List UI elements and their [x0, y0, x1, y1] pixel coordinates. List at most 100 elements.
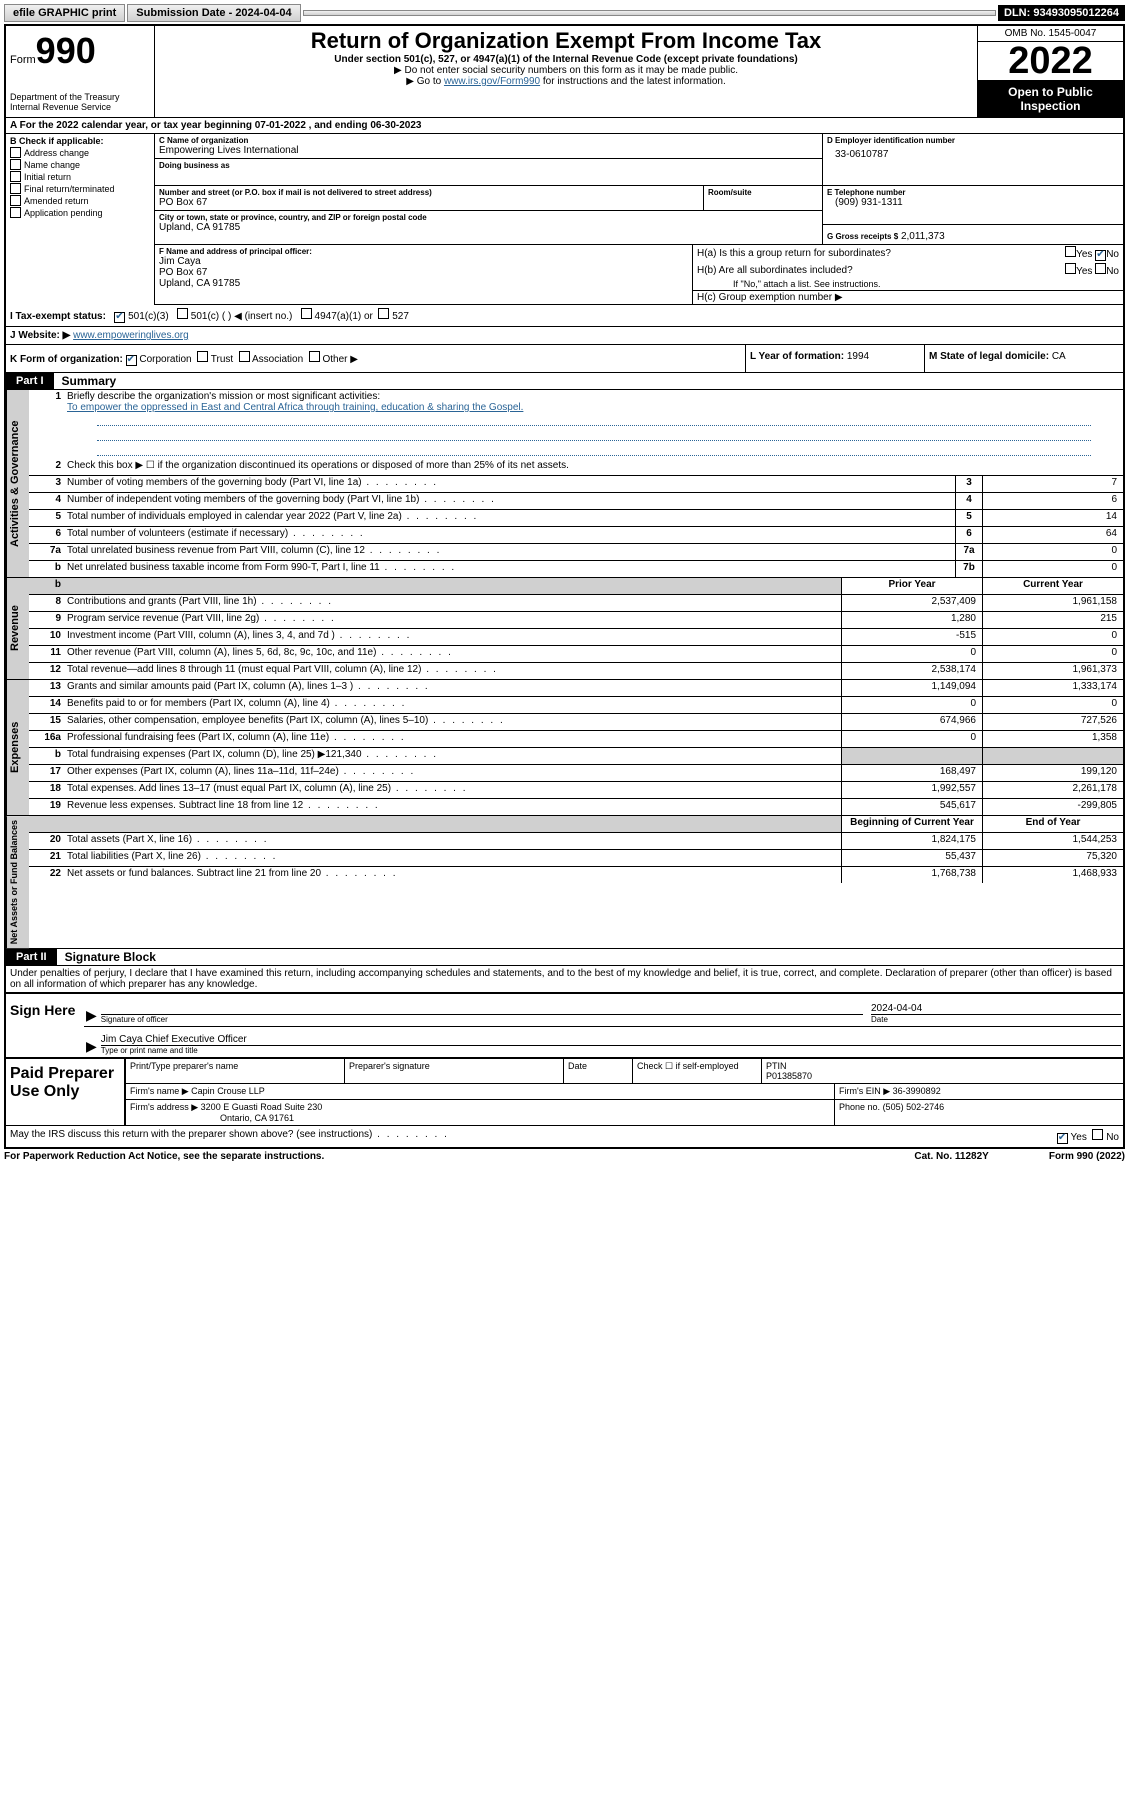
l1-label: Briefly describe the organization's miss… — [67, 391, 1121, 402]
opt-final: Final return/terminated — [24, 184, 115, 194]
prior-year-header: Prior Year — [841, 578, 982, 594]
form-container: Form990 Department of the Treasury Inter… — [4, 24, 1125, 1149]
g-gross-label: G Gross receipts $ — [827, 232, 898, 241]
ha-no[interactable] — [1095, 250, 1106, 261]
cb-name-change[interactable] — [10, 159, 21, 170]
line-num: 5 — [29, 510, 65, 526]
m-val: CA — [1052, 351, 1066, 362]
current-val: 1,333,174 — [982, 680, 1123, 696]
line-text: Total assets (Part X, line 16) — [65, 833, 841, 849]
discuss-yes[interactable] — [1057, 1133, 1068, 1144]
line-text: Investment income (Part VIII, column (A)… — [65, 629, 841, 645]
cb-amended[interactable] — [10, 195, 21, 206]
cb-assoc[interactable] — [239, 351, 250, 362]
no-label: No — [1106, 1132, 1119, 1143]
line-num: 16a — [29, 731, 65, 747]
hb-note: If "No," attach a list. See instructions… — [693, 278, 1123, 290]
hb-no[interactable] — [1095, 263, 1106, 274]
tab-net-assets: Net Assets or Fund Balances — [6, 816, 29, 948]
column-cde: C Name of organization Empowering Lives … — [155, 134, 1123, 305]
current-val: 1,358 — [982, 731, 1123, 747]
c-name-label: C Name of organization — [159, 136, 818, 145]
eoy-header: End of Year — [982, 816, 1123, 832]
line-num: 10 — [29, 629, 65, 645]
header-left: Form990 Department of the Treasury Inter… — [6, 26, 155, 117]
net-h-spacer — [65, 816, 841, 832]
l2-num: 2 — [29, 459, 65, 475]
line-box: 7b — [955, 561, 982, 577]
prior-val: 1,992,557 — [841, 782, 982, 798]
street-value: PO Box 67 — [159, 197, 699, 208]
irs-link[interactable]: www.irs.gov/Form990 — [444, 76, 540, 87]
line-text: Total fundraising expenses (Part IX, col… — [65, 748, 841, 764]
cb-501c[interactable] — [177, 308, 188, 319]
cb-final[interactable] — [10, 183, 21, 194]
ha-label: H(a) Is this a group return for subordin… — [697, 248, 891, 259]
cb-trust[interactable] — [197, 351, 208, 362]
summary-net: Net Assets or Fund Balances Beginning of… — [6, 816, 1123, 949]
prior-val: -515 — [841, 629, 982, 645]
sig-officer-label: Signature of officer — [101, 1014, 863, 1024]
current-val: 1,961,373 — [982, 663, 1123, 679]
line-box: 3 — [955, 476, 982, 492]
current-val — [982, 748, 1123, 764]
form-header: Form990 Department of the Treasury Inter… — [6, 26, 1123, 118]
tab-activities: Activities & Governance — [6, 390, 29, 577]
discuss-no[interactable] — [1092, 1129, 1103, 1140]
line-text: Total number of volunteers (estimate if … — [65, 527, 955, 543]
prior-val — [841, 748, 982, 764]
prior-val: 55,437 — [841, 850, 982, 866]
cb-corp[interactable] — [126, 355, 137, 366]
header-right: OMB No. 1545-0047 2022 Open to Public In… — [977, 26, 1123, 117]
k-other: Other ▶ — [322, 354, 357, 365]
form-prefix: Form — [10, 54, 36, 66]
sig-date-val: 2024-04-04 — [871, 1003, 1121, 1014]
current-val: 727,526 — [982, 714, 1123, 730]
efile-button[interactable]: efile GRAPHIC print — [4, 4, 125, 22]
cb-501c3[interactable] — [114, 312, 125, 323]
m-label: M State of legal domicile: — [929, 351, 1049, 362]
line-num: 6 — [29, 527, 65, 543]
current-val: 0 — [982, 646, 1123, 662]
submission-date: Submission Date - 2024-04-04 — [127, 4, 300, 22]
line-num: 18 — [29, 782, 65, 798]
line-val: 6 — [982, 493, 1123, 509]
current-val: 1,544,253 — [982, 833, 1123, 849]
line-box: 5 — [955, 510, 982, 526]
cb-address-change[interactable] — [10, 147, 21, 158]
cb-other[interactable] — [309, 351, 320, 362]
summary-exp: Expenses 13Grants and similar amounts pa… — [6, 680, 1123, 816]
f-officer-label: F Name and address of principal officer: — [159, 247, 688, 256]
current-val: 0 — [982, 697, 1123, 713]
line-num: 20 — [29, 833, 65, 849]
prior-val: 545,617 — [841, 799, 982, 815]
ha-yes[interactable] — [1065, 246, 1076, 257]
prior-val: 2,537,409 — [841, 595, 982, 611]
i-527: 527 — [392, 311, 409, 322]
row-i: I Tax-exempt status: 501(c)(3) 501(c) ( … — [6, 305, 1123, 327]
current-val: 75,320 — [982, 850, 1123, 866]
dln: DLN: 93493095012264 — [998, 5, 1125, 21]
line-num: 3 — [29, 476, 65, 492]
prior-val: 1,768,738 — [841, 867, 982, 883]
line-text: Total number of individuals employed in … — [65, 510, 955, 526]
k-trust: Trust — [211, 354, 233, 365]
open-public: Open to Public Inspection — [978, 81, 1123, 117]
column-b: B Check if applicable: Address change Na… — [6, 134, 155, 305]
hb-yes[interactable] — [1065, 263, 1076, 274]
line-num: 13 — [29, 680, 65, 696]
line-num: 22 — [29, 867, 65, 883]
prior-val: 0 — [841, 697, 982, 713]
i-label: I Tax-exempt status: — [10, 311, 106, 322]
cb-app-pending[interactable] — [10, 207, 21, 218]
sig-arrow1: ▶ — [86, 1007, 97, 1024]
cb-527[interactable] — [378, 308, 389, 319]
gross-value: 2,011,373 — [901, 231, 945, 242]
city-value: Upland, CA 91785 — [159, 222, 818, 233]
website-link[interactable]: www.empoweringlives.org — [73, 330, 189, 341]
line-text: Other revenue (Part VIII, column (A), li… — [65, 646, 841, 662]
city-label: City or town, state or province, country… — [159, 213, 818, 222]
cb-4947[interactable] — [301, 308, 312, 319]
cb-initial[interactable] — [10, 171, 21, 182]
line-text: Grants and similar amounts paid (Part IX… — [65, 680, 841, 696]
